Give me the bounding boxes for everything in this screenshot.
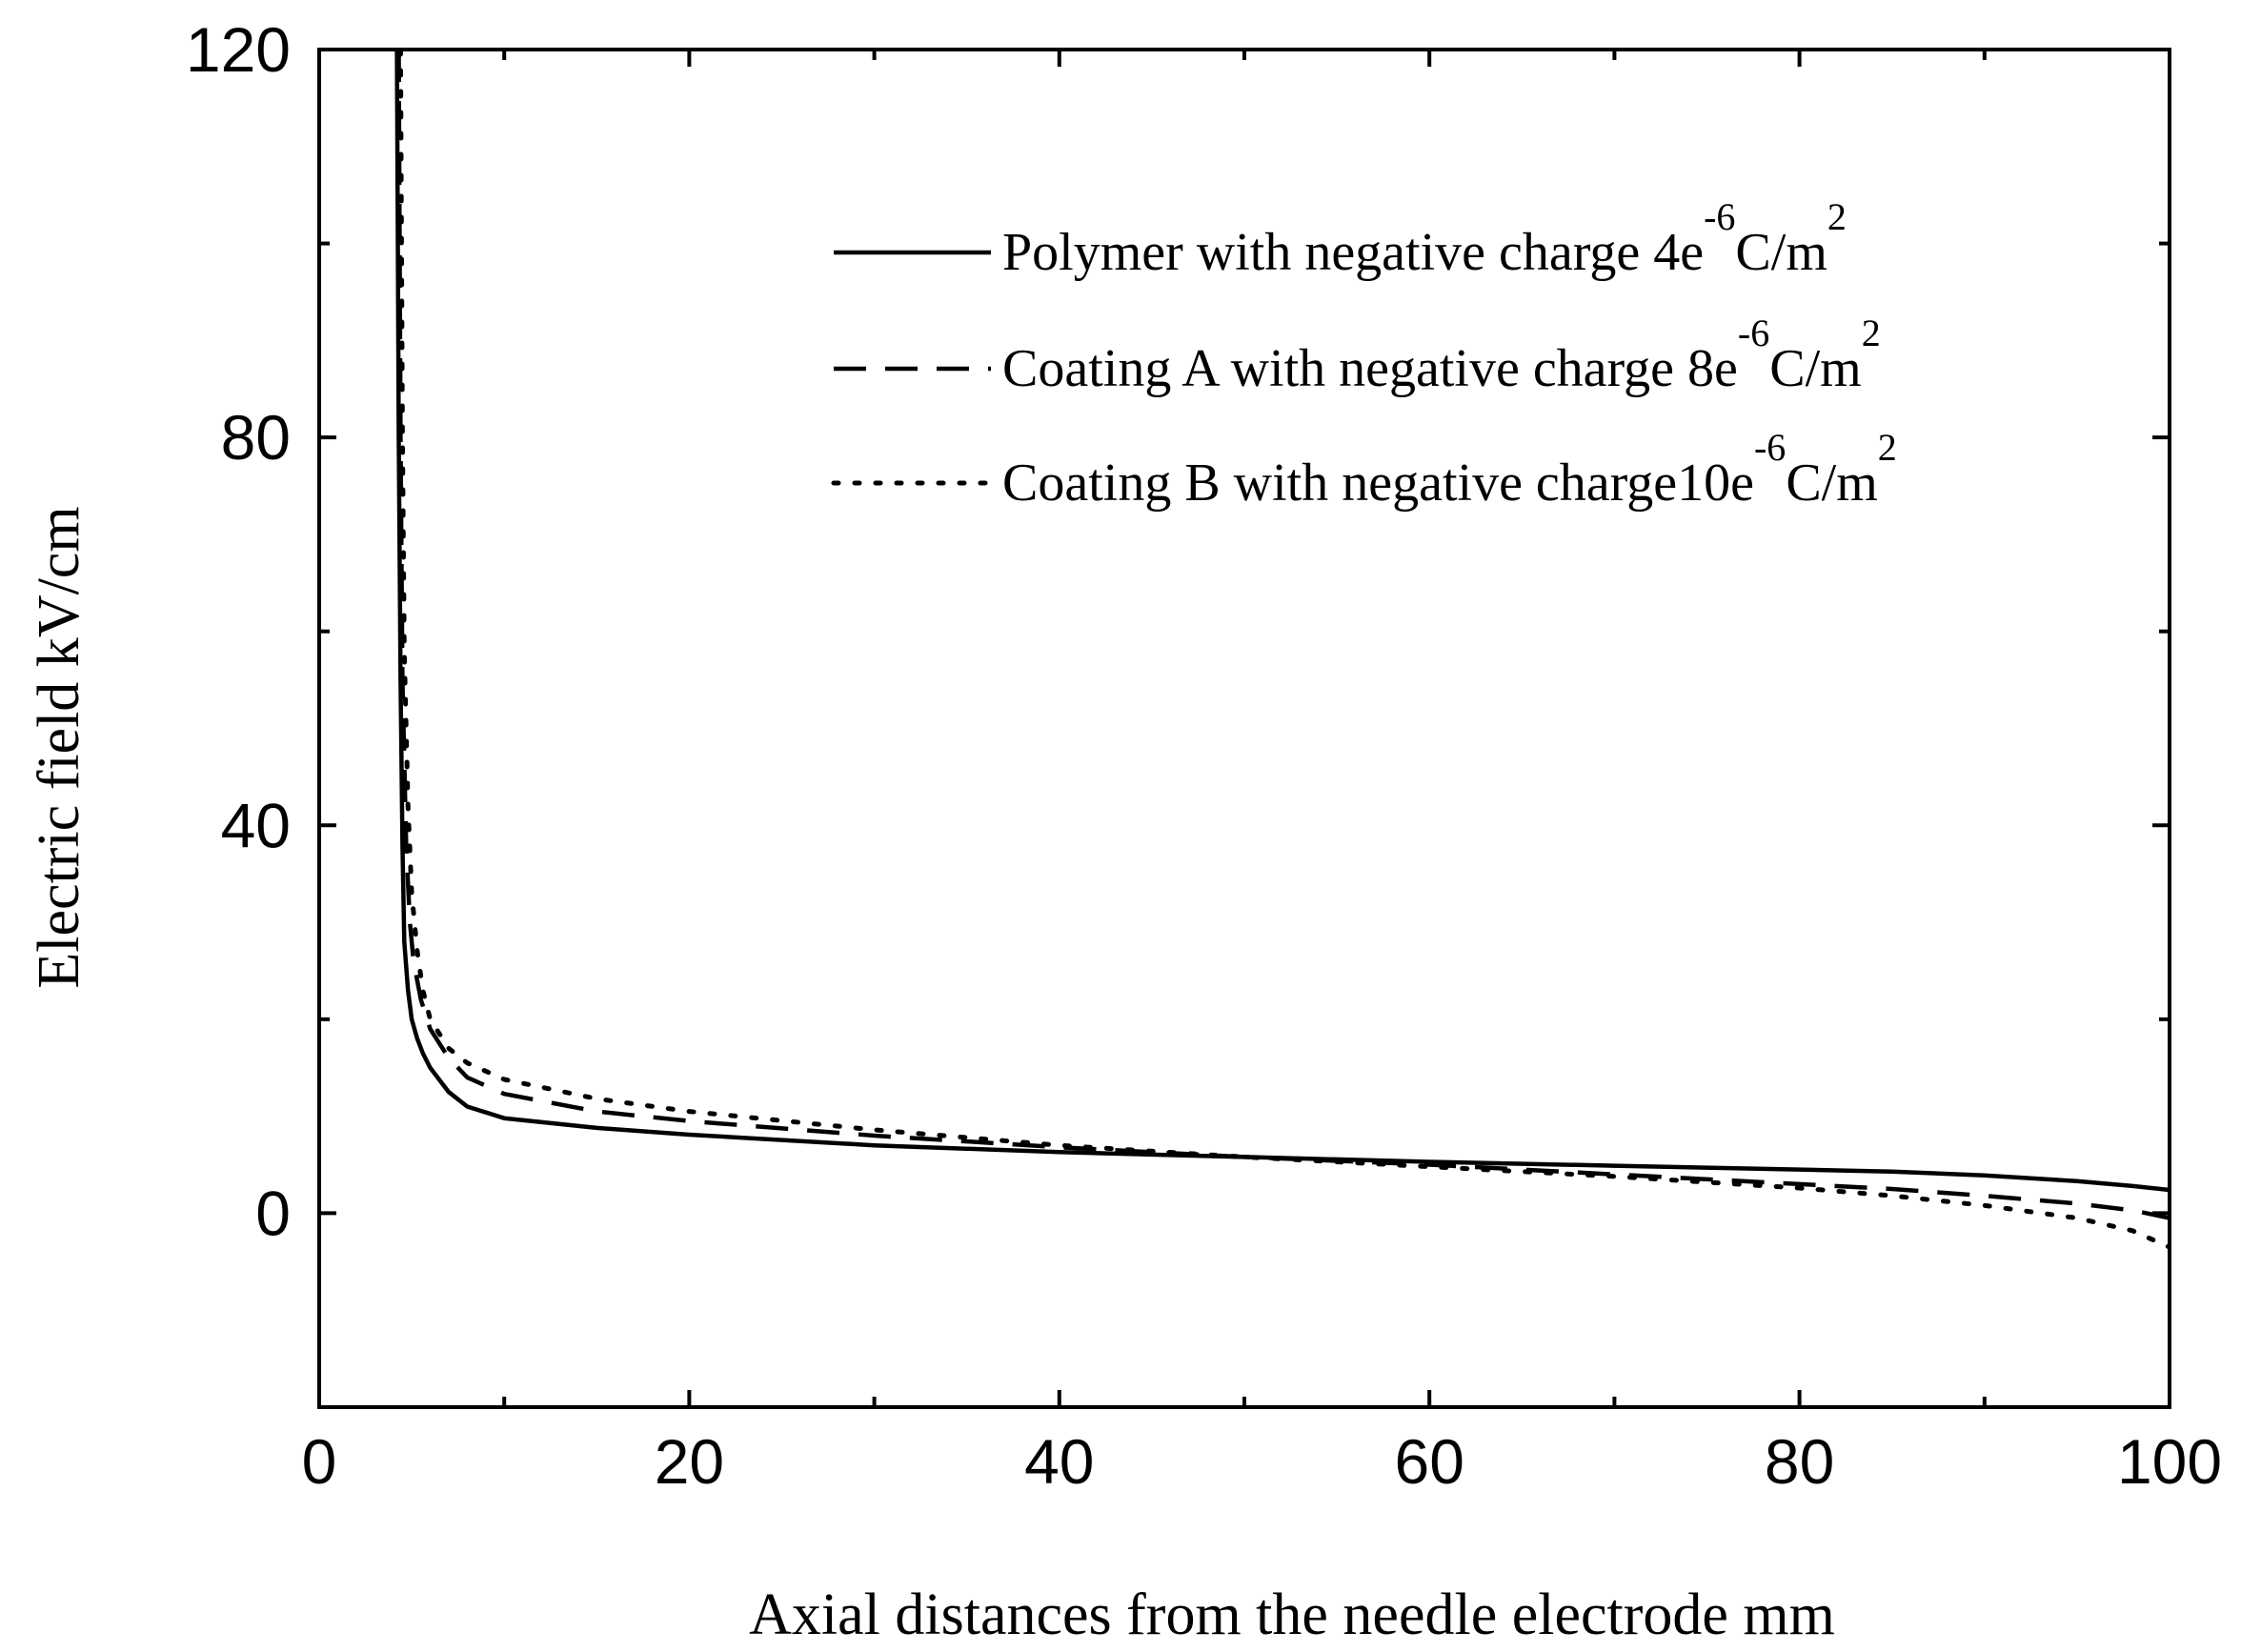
legend-label-exponent: -6 [1754, 426, 1786, 469]
x-tick-label: 80 [1765, 1426, 1834, 1497]
legend-label-3: Coating B with negative charge10e-6C/m2 [1002, 426, 1897, 513]
y-tick-label: 0 [255, 1178, 291, 1248]
legend-label-unit: C/m [1786, 453, 1877, 513]
legend-label-main: Coating B with negative charge10e [1002, 453, 1754, 513]
legend-label-1: Polymer with negative charge 4e-6C/m2 [1002, 195, 1847, 282]
legend-label-main: Polymer with negative charge 4e [1002, 223, 1704, 282]
x-tick-label: 100 [2117, 1426, 2222, 1497]
series-line-2 [396, 50, 2170, 1220]
x-tick-label: 60 [1394, 1426, 1464, 1497]
legend-label-exponent: -6 [1704, 195, 1735, 238]
legend-label-main: Coating A with negative charge 8e [1002, 339, 1738, 398]
y-axis-title: Electric field kV/cm [27, 506, 91, 988]
legend-label-unit-exponent: 2 [1827, 195, 1847, 238]
x-axis-title: Axial distances from the needle electrod… [749, 1582, 1835, 1647]
series-line-1 [394, 50, 2170, 1193]
legend: Polymer with negative charge 4e-6C/m2Coa… [831, 195, 1897, 513]
x-tick-labels: 0 20 40 60 80 100 [302, 1426, 2222, 1497]
legend-label-exponent: -6 [1738, 312, 1769, 354]
series-group [394, 50, 2170, 1250]
x-tick-label: 0 [302, 1426, 337, 1497]
legend-label-unit-exponent: 2 [1878, 426, 1897, 469]
legend-label-2: Coating A with negative charge 8e-6C/m2 [1002, 312, 1881, 398]
x-tick-label: 20 [655, 1426, 724, 1497]
legend-label-unit: C/m [1735, 223, 1827, 282]
tick-marks [317, 48, 2171, 1409]
y-tick-label: 120 [186, 14, 291, 85]
legend-label-unit: C/m [1769, 339, 1861, 398]
y-tick-label: 40 [221, 790, 291, 860]
x-tick-label: 40 [1024, 1426, 1094, 1497]
y-tick-label: 80 [221, 402, 291, 473]
legend-label-unit-exponent: 2 [1862, 312, 1881, 354]
y-tick-labels: 0 40 80 120 [186, 14, 291, 1248]
series-line-3 [397, 50, 2170, 1250]
